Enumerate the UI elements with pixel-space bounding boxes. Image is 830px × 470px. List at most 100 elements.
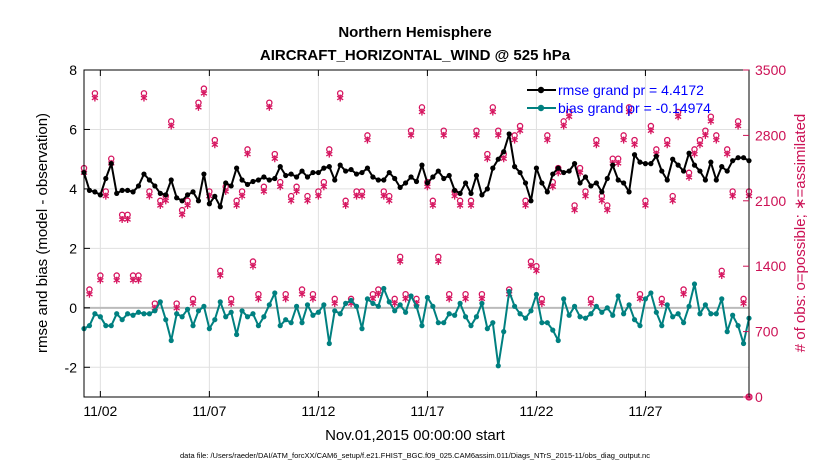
bias-point [452, 312, 458, 318]
legend: rmse grand pr = 4.4172 bias grand pr = -… [527, 82, 711, 116]
bias-point [413, 303, 420, 309]
bias-point [402, 309, 409, 315]
bias-point [348, 297, 354, 303]
rmse-point [304, 174, 311, 180]
obs-assimilated-point [603, 206, 611, 214]
bias-point [184, 306, 191, 312]
bias-point [212, 317, 218, 323]
rmse-point [501, 149, 507, 155]
obs-assimilated-point [260, 187, 268, 195]
rmse-point [452, 187, 458, 193]
bias-point [392, 308, 398, 314]
rmse-point [724, 168, 730, 174]
obs-assimilated-point [522, 201, 529, 209]
bias-point [337, 311, 343, 317]
rmse-point [223, 180, 229, 186]
bias-point [544, 320, 550, 326]
rmse-point [561, 169, 567, 176]
obs-assimilated-point [287, 197, 295, 205]
bias-point [735, 323, 741, 329]
bias-point [239, 308, 245, 314]
bias-point [168, 337, 174, 344]
bias-point [637, 323, 643, 329]
bias-point [670, 314, 676, 320]
rmse-point [648, 161, 654, 167]
bias-point [244, 314, 251, 320]
rmse-point [582, 174, 589, 180]
obs-assimilated-point [276, 183, 284, 191]
rmse-point [670, 156, 676, 162]
rmse-point [397, 184, 403, 191]
obs-assimilated-point [189, 300, 197, 308]
obs-assimilated-point [178, 211, 186, 219]
bias-point [141, 311, 147, 317]
rmse-point [239, 177, 245, 183]
x-tick-label: 11/02 [83, 403, 117, 419]
axis-ticks: -2 0 2 4 6 8 0 700 1400 2100 2800 3500 11/02 11/07 11/… [65, 62, 787, 419]
bias-point [457, 300, 463, 306]
bias-point [135, 309, 142, 315]
rmse-point [277, 164, 283, 170]
rmse-point [250, 178, 256, 185]
rmse-point [566, 168, 572, 174]
obs-assimilated-point [315, 192, 322, 200]
rmse-point [343, 168, 349, 174]
obs-assimilated-point [658, 300, 666, 308]
rmse-point [108, 161, 114, 167]
obs-assimilated-point [113, 276, 121, 284]
rmse-point [680, 168, 687, 174]
obs-assimilated-point [336, 94, 344, 102]
bias-point [506, 288, 512, 295]
obs-assimilated-point [494, 131, 502, 139]
rmse-point [528, 198, 534, 204]
rmse-point [642, 161, 649, 167]
rmse-point [484, 186, 490, 192]
obs-assimilated-point [740, 300, 747, 308]
bias-point [125, 311, 131, 317]
rmse-point [686, 150, 692, 156]
rmse-point [392, 175, 398, 182]
obs-assimilated-point [429, 201, 437, 209]
obs-assimilated-point [571, 206, 578, 214]
bias-point [332, 308, 338, 314]
bias-point [550, 327, 556, 333]
bias-point [713, 311, 719, 317]
rmse-point [97, 192, 103, 198]
data-file-footer: data file: /Users/raeder/DAI/ATM_forcXX/… [180, 451, 650, 460]
obs-assimilated-point [265, 103, 273, 111]
rmse-point [604, 175, 610, 182]
bias-point [686, 303, 692, 309]
bias-point [528, 308, 534, 314]
rmse-point [408, 174, 414, 180]
rmse-point [740, 155, 747, 161]
rmse-point [413, 178, 420, 185]
obs-assimilated-point [614, 159, 622, 167]
obs-assimilated-point [364, 136, 371, 144]
rmse-point [92, 189, 98, 195]
bias-point [234, 331, 240, 338]
obs-assimilated-point [331, 300, 339, 308]
bias-point [261, 314, 267, 320]
bias-point [364, 296, 371, 302]
bias-point [680, 320, 687, 326]
legend-rmse-label: rmse grand pr = 4.4172 [558, 82, 704, 98]
plot-frame [83, 69, 750, 398]
bias-point [468, 323, 474, 329]
rmse-point [125, 187, 131, 193]
rmse-point [664, 177, 670, 183]
bias-point [697, 311, 703, 317]
obs-assimilated-point [304, 197, 311, 205]
y-left-tick-label: 2 [69, 240, 77, 256]
obs-assimilated-point [135, 276, 142, 284]
y-right-tick-label: 2100 [755, 193, 786, 209]
obs-assimilated-point [723, 150, 731, 158]
obs-assimilated-point [500, 155, 508, 163]
obs-assimilated-point [696, 141, 704, 149]
rmse-point [653, 153, 659, 159]
obs-assimilated-point [97, 276, 104, 284]
bias-point [130, 312, 136, 318]
rmse-point [462, 180, 469, 186]
obs-assimilated-point [391, 300, 399, 308]
bias-point [310, 312, 316, 318]
bias-point [648, 290, 654, 296]
